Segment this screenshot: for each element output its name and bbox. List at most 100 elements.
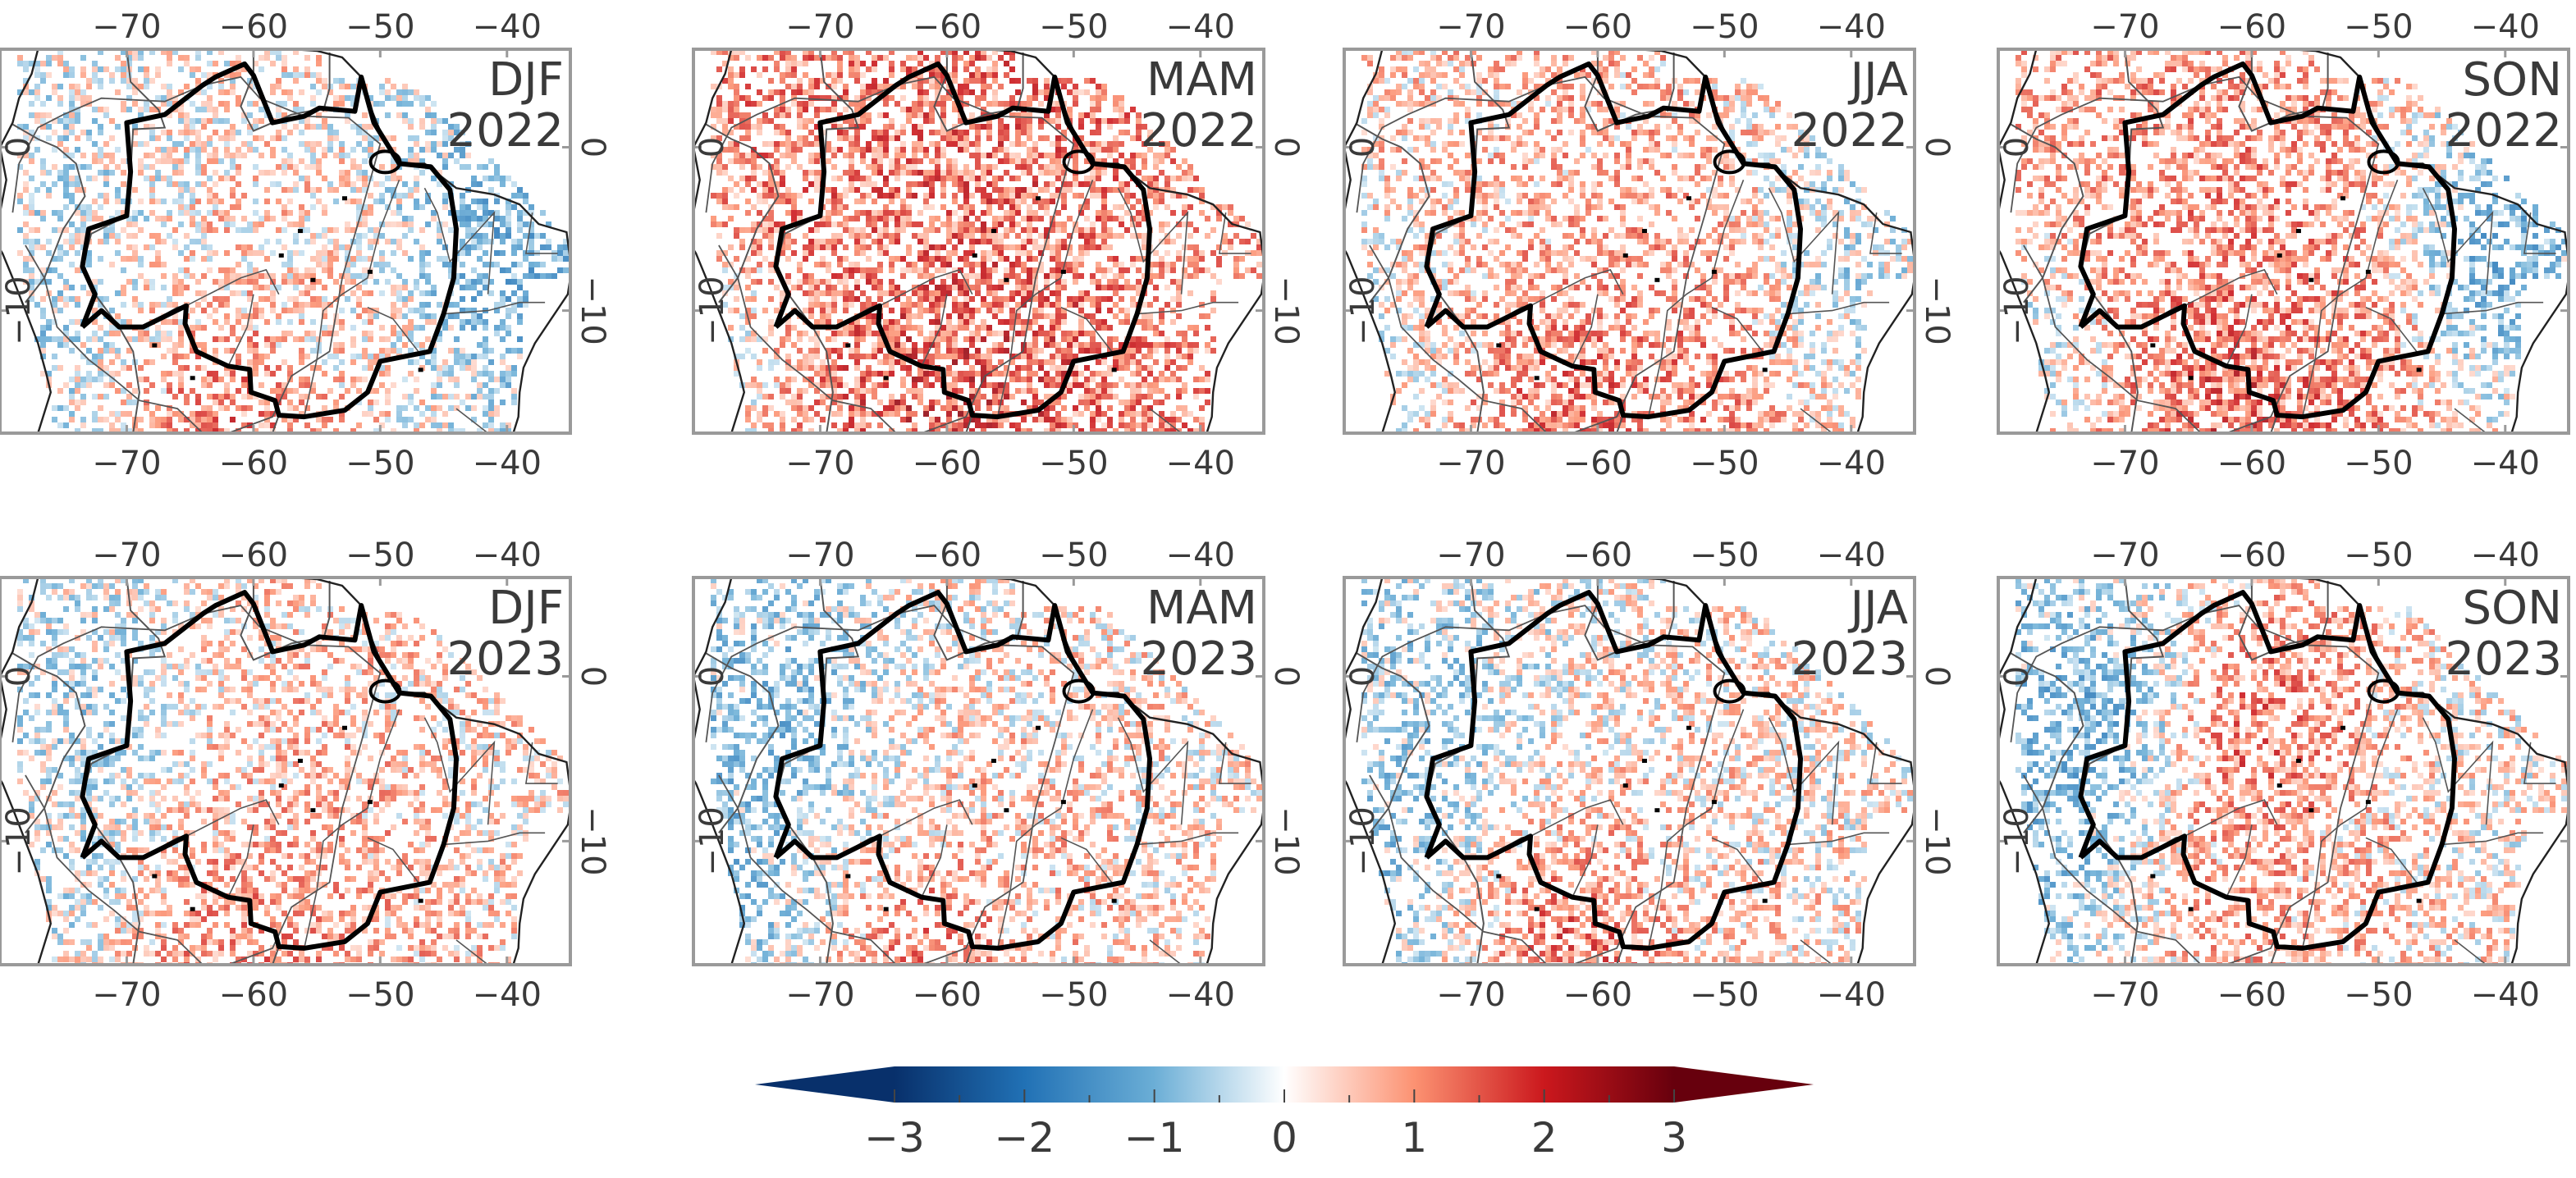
lon-tick-bottom: −70 — [1436, 445, 1505, 482]
season-label: MAM — [1146, 582, 1257, 635]
lat-tick-left: 0 — [1344, 137, 1382, 158]
lat-tick-right: −10 — [1267, 806, 1305, 875]
year-label: 2023 — [446, 632, 564, 686]
colorbar: −3 −2 −1 0 1 2 3 — [755, 1066, 1814, 1162]
map-frame — [1343, 48, 1916, 435]
lat-tick-right: 0 — [574, 137, 611, 158]
lon-tick-bottom: −40 — [473, 976, 542, 1014]
lon-tick-top: −60 — [219, 8, 288, 46]
lon-tick-bottom: −40 — [2471, 445, 2540, 482]
lon-tick-bottom: −40 — [2471, 976, 2540, 1014]
lat-tick-left: 0 — [1998, 137, 2036, 158]
legal-amazon-outline — [1424, 590, 1803, 951]
lon-tick-bottom: −60 — [913, 445, 981, 482]
lon-tick-top: −40 — [1166, 536, 1235, 574]
lat-tick-left: 0 — [693, 666, 731, 687]
anomaly-field — [1361, 578, 1913, 965]
season-label: DJF — [488, 582, 564, 635]
year-label: 2022 — [1791, 104, 1908, 158]
lon-tick-top: −40 — [473, 536, 542, 574]
lon-tick-top: −70 — [92, 8, 161, 46]
season-label: JJA — [1848, 53, 1908, 107]
colorbar-tick-label: 3 — [1661, 1114, 1687, 1162]
colorbar-tick-label: −1 — [1124, 1114, 1185, 1162]
lon-tick-bottom: −70 — [785, 976, 854, 1014]
lon-tick-bottom: −60 — [219, 445, 288, 482]
colorbar-tick-label: −3 — [864, 1114, 925, 1162]
lon-tick-top: −60 — [1563, 8, 1632, 46]
anomaly-field — [711, 49, 1262, 433]
lat-tick-right: −10 — [574, 806, 611, 875]
lon-tick-top: −50 — [345, 8, 414, 46]
season-label: JJA — [1848, 582, 1908, 635]
map-frame — [1997, 48, 2570, 435]
lon-tick-bottom: −50 — [2344, 976, 2413, 1014]
year-label: 2023 — [1791, 632, 1908, 686]
legal-amazon-outline — [80, 590, 459, 951]
lon-tick-top: −40 — [1817, 8, 1886, 46]
lat-tick-left: −10 — [1998, 276, 2036, 345]
legal-amazon-outline — [773, 61, 1152, 420]
lon-tick-top: −60 — [913, 8, 981, 46]
season-label: SON — [2462, 53, 2562, 107]
map-frame — [692, 48, 1265, 435]
lon-tick-bottom: −40 — [1817, 445, 1886, 482]
colorbar-tick-label: 0 — [1271, 1114, 1297, 1162]
map-frame — [0, 48, 572, 435]
lat-tick-right: 0 — [1267, 137, 1305, 158]
lon-tick-top: −60 — [1563, 536, 1632, 574]
legal-amazon-outline — [1424, 61, 1803, 420]
season-label: DJF — [488, 53, 564, 107]
lon-tick-bottom: −70 — [2090, 976, 2159, 1014]
lon-tick-bottom: −60 — [1563, 976, 1632, 1014]
lon-tick-top: −70 — [785, 536, 854, 574]
lon-tick-top: −50 — [345, 536, 414, 574]
anomaly-field — [1361, 49, 1913, 433]
map-frame — [0, 576, 572, 966]
lon-tick-top: −40 — [2471, 536, 2540, 574]
map-frame — [692, 576, 1265, 966]
lon-tick-top: −50 — [2344, 8, 2413, 46]
lat-tick-left: −10 — [0, 276, 38, 345]
anomaly-field — [2016, 49, 2567, 433]
lat-tick-right: 0 — [2572, 137, 2576, 158]
lon-tick-bottom: −60 — [2217, 445, 2286, 482]
legal-amazon-outline — [773, 590, 1152, 951]
lat-tick-left: 0 — [1998, 666, 2036, 687]
lat-tick-right: 0 — [574, 666, 611, 687]
year-label: 2022 — [2445, 104, 2562, 158]
lat-tick-left: 0 — [0, 137, 38, 158]
lat-tick-right: 0 — [1267, 666, 1305, 687]
year-label: 2022 — [446, 104, 564, 158]
lon-tick-top: −50 — [1039, 8, 1108, 46]
lat-tick-right: −10 — [574, 276, 611, 345]
lon-tick-top: −40 — [473, 8, 542, 46]
lon-tick-bottom: −50 — [1039, 976, 1108, 1014]
lat-tick-left: −10 — [693, 276, 731, 345]
colorbar-extend-high — [1674, 1066, 1814, 1103]
lon-tick-top: −50 — [1039, 536, 1108, 574]
lon-tick-bottom: −70 — [92, 976, 161, 1014]
lon-tick-bottom: −70 — [1436, 976, 1505, 1014]
lon-tick-bottom: −60 — [1563, 445, 1632, 482]
year-label: 2022 — [1140, 104, 1257, 158]
lon-tick-top: −50 — [2344, 536, 2413, 574]
season-label: MAM — [1146, 53, 1257, 107]
map-frame — [1343, 576, 1916, 966]
lon-tick-top: −70 — [785, 8, 854, 46]
lon-tick-top: −40 — [2471, 8, 2540, 46]
season-label: SON — [2462, 582, 2562, 635]
lon-tick-top: −70 — [1436, 8, 1505, 46]
lon-tick-top: −40 — [1166, 8, 1235, 46]
lon-tick-top: −70 — [2090, 536, 2159, 574]
lat-tick-left: −10 — [693, 806, 731, 875]
lat-tick-left: −10 — [0, 806, 38, 875]
